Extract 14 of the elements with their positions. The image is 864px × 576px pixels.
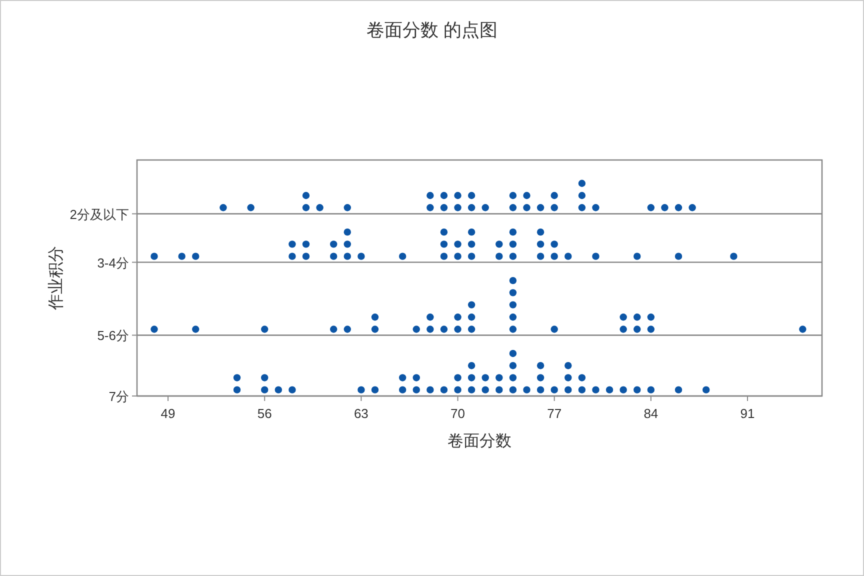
x-tick-label: 91 bbox=[740, 406, 755, 421]
x-axis-title: 卷面分数 bbox=[448, 433, 512, 450]
x-tick-label: 70 bbox=[450, 406, 466, 421]
ref-line-label: 7分 bbox=[108, 389, 129, 404]
x-tick-label: 63 bbox=[354, 406, 368, 421]
ref-line-label: 2分及以下 bbox=[70, 206, 129, 222]
chart-title: 卷面分数 的点图 bbox=[366, 20, 498, 40]
x-tick-label: 56 bbox=[257, 406, 272, 421]
x-tick-label: 49 bbox=[160, 406, 176, 421]
x-tick-label: 84 bbox=[644, 406, 658, 421]
ref-line-label: 3-4分 bbox=[97, 255, 129, 270]
y-axis-title: 作业积分 bbox=[47, 246, 65, 311]
x-tick-label: 77 bbox=[547, 406, 562, 421]
ref-line-label: 5-6分 bbox=[97, 328, 129, 344]
